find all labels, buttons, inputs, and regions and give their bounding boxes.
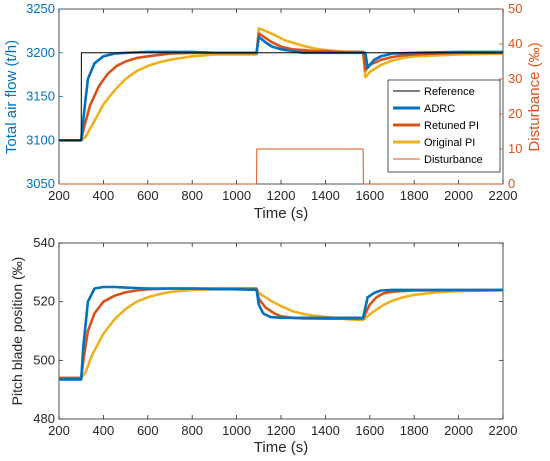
top-x-tick-label: 2000: [444, 188, 473, 203]
bottom-y-tick-label: 480: [33, 411, 55, 426]
bottom-x-tick-label: 2200: [489, 423, 518, 438]
top-y-tick-label: 3100: [26, 132, 55, 147]
bottom-x-tick-label: 400: [93, 423, 115, 438]
top-y-tick-label: 3150: [26, 89, 55, 104]
legend-entry-retuned-pi: Retuned PI: [393, 120, 479, 132]
top-x-tick-label: 1200: [267, 188, 296, 203]
bottom-tick-marks: [58, 242, 504, 420]
bottom-x-tick-label: 1600: [355, 423, 384, 438]
bottom-y-tick-label: 500: [33, 352, 55, 367]
top-series-original-pi: [59, 26, 504, 142]
bottom-series-retuned-pi: [59, 287, 503, 380]
bottom-x-tick-label: 800: [181, 423, 203, 438]
bottom-series-group: [59, 285, 504, 381]
top-y-right-tick-label: 40: [508, 36, 522, 51]
bottom-y-tick-label: 540: [33, 235, 55, 250]
top-y-tick-label: 3250: [26, 1, 55, 16]
top-series-disturbance: [59, 148, 503, 185]
bottom-x-tick-label: 2000: [444, 423, 473, 438]
bottom-x-tick-label: 1400: [311, 423, 340, 438]
bottom-x-axis-label: Time (s): [254, 439, 308, 456]
bottom-x-tick-labels: 200 400 600 800 1000 1200 1400 1600 1800 2000 2200: [48, 423, 517, 438]
bottom-chart: 200 400 600 800 1000 1200 1400 1600 1800 2000 2200…: [9, 235, 517, 456]
bottom-y-tick-label: 520: [33, 294, 55, 309]
top-y-right-tick-label: 50: [508, 1, 522, 16]
top-x-tick-label: 1400: [311, 188, 340, 203]
top-series-reference: [59, 52, 503, 141]
top-x-tick-labels: 200 400 600 800 1000 1200 1400 1600 1800 2000 2200: [48, 188, 517, 203]
bottom-y-axis-label: Pitch blade position (‰): [9, 257, 25, 406]
bottom-plot-area: [58, 242, 504, 420]
top-y-right-axis-label: Disturbance (‰): [526, 42, 543, 151]
legend-label-original-pi: Original PI: [424, 137, 475, 149]
legend-label-adrc: ADRC: [424, 103, 455, 115]
top-series-group: [59, 26, 504, 185]
top-chart: 200 400 600 800 1000 1200 1400 1600 1800 2000 2200…: [3, 1, 543, 222]
top-y-right-tick-label: 0: [508, 176, 515, 191]
bottom-y-tick-labels: 480 500 520 540: [33, 235, 55, 426]
bottom-series-adrc: [59, 285, 503, 381]
bottom-x-tick-label: 200: [48, 423, 70, 438]
bottom-x-tick-label: 1800: [400, 423, 429, 438]
bottom-x-tick-label: 600: [137, 423, 159, 438]
top-x-tick-label: 800: [181, 188, 203, 203]
top-x-tick-label: 2200: [489, 188, 518, 203]
legend-entry-disturbance: Disturbance: [393, 154, 483, 166]
bottom-x-tick-label: 1200: [267, 423, 296, 438]
legend-label-disturbance: Disturbance: [424, 154, 483, 166]
top-y-tick-label: 3200: [26, 45, 55, 60]
legend-entry-adrc: ADRC: [393, 103, 455, 115]
legend-entry-original-pi: Original PI: [393, 137, 475, 149]
top-y-right-tick-label: 30: [508, 71, 522, 86]
legend-label-reference: Reference: [424, 86, 475, 98]
bottom-series-original-pi: [59, 287, 504, 380]
top-tick-marks: [58, 8, 504, 185]
top-series-retuned-pi: [59, 32, 503, 142]
top-y-left-tick-labels: 3050 3100 3150 3200 3250: [26, 1, 55, 191]
top-y-tick-label: 3050: [26, 176, 55, 191]
top-x-tick-label: 1600: [355, 188, 384, 203]
bottom-x-tick-label: 1000: [222, 423, 251, 438]
top-series-adrc: [59, 35, 503, 142]
top-x-tick-label: 1000: [222, 188, 251, 203]
legend: Reference ADRC Retuned PI Original PI Di…: [387, 79, 501, 173]
legend-entry-reference: Reference: [393, 86, 475, 98]
top-x-tick-label: 200: [48, 188, 70, 203]
legend-label-retuned-pi: Retuned PI: [424, 120, 479, 132]
top-y-right-tick-label: 10: [508, 141, 522, 156]
top-y-left-axis-label: Total air flow (t/h): [3, 40, 20, 154]
top-y-right-tick-labels: 0 10 20 30 40 50: [508, 1, 522, 191]
top-x-axis-label: Time (s): [254, 205, 308, 222]
top-x-tick-label: 400: [93, 188, 115, 203]
top-y-right-tick-label: 20: [508, 106, 522, 121]
top-x-tick-label: 1800: [400, 188, 429, 203]
top-x-tick-label: 600: [137, 188, 159, 203]
